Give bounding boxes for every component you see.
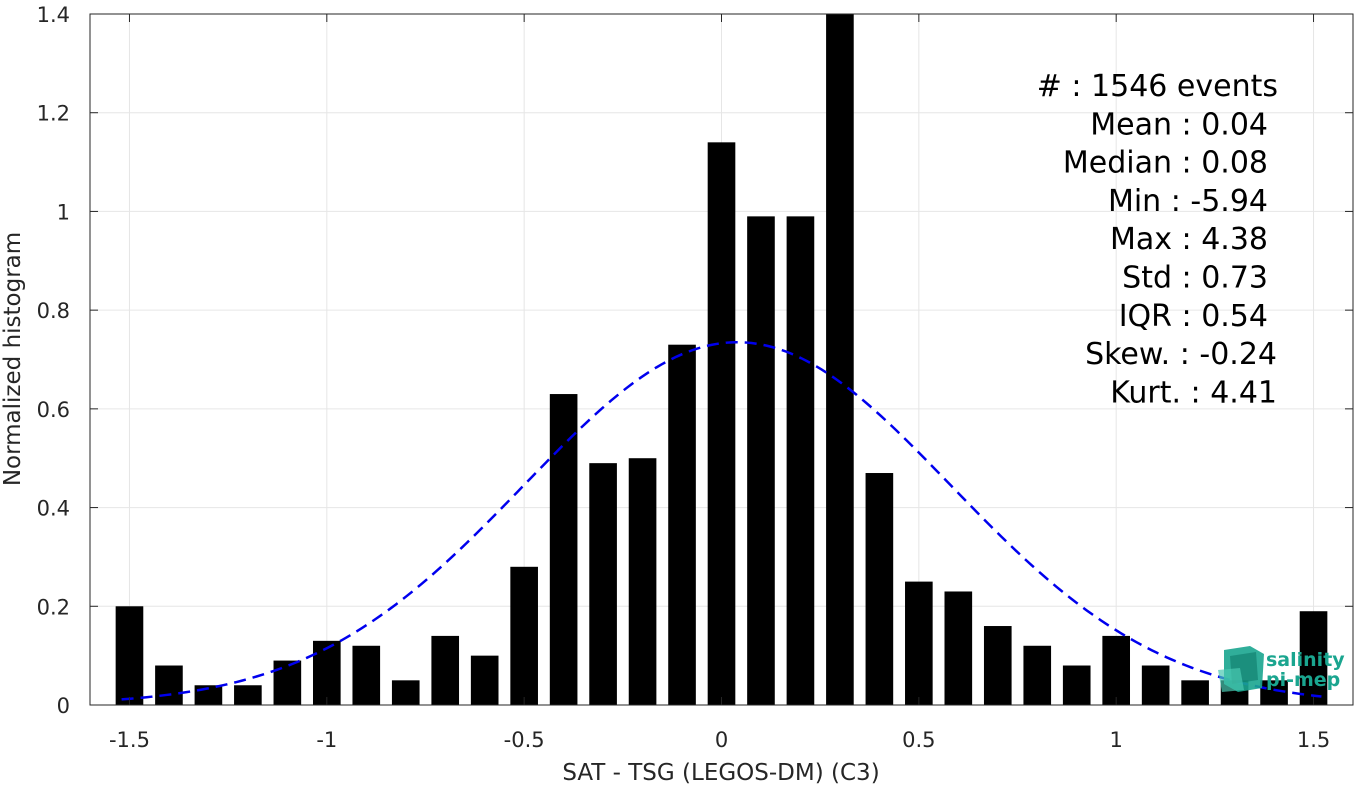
histogram-bar bbox=[1260, 680, 1288, 705]
stat-line: Mean : 0.04 bbox=[1090, 107, 1268, 142]
x-tick-label: -1.5 bbox=[109, 728, 150, 752]
histogram-bar bbox=[826, 14, 854, 705]
x-tick-label: 0.5 bbox=[902, 728, 935, 752]
stat-line: Min : -5.94 bbox=[1108, 184, 1268, 219]
stat-line: Median : 0.08 bbox=[1063, 146, 1268, 181]
y-tick-label: 1 bbox=[57, 200, 70, 224]
histogram-bar bbox=[391, 680, 420, 705]
histogram-bar bbox=[352, 645, 381, 705]
y-tick-label: 1.2 bbox=[37, 102, 70, 126]
histogram-bar bbox=[273, 660, 302, 705]
stat-line: # : 1546 events bbox=[1037, 69, 1278, 104]
histogram-bar bbox=[1102, 635, 1131, 705]
x-tick-label: 0 bbox=[715, 728, 728, 752]
histogram-bar bbox=[1062, 665, 1091, 705]
x-tick-label: -0.5 bbox=[504, 728, 545, 752]
logo-mark-icon bbox=[1218, 646, 1264, 692]
y-tick-label: 0.8 bbox=[37, 299, 70, 323]
salinity-pimep-logo: salinity pi-mep bbox=[1218, 646, 1345, 692]
histogram-bar bbox=[115, 606, 144, 705]
histogram-bar bbox=[431, 635, 460, 705]
histogram-bar bbox=[747, 216, 775, 705]
histogram-bar bbox=[865, 473, 894, 705]
histogram-bar bbox=[1299, 611, 1328, 705]
y-tick-label: 0 bbox=[57, 694, 70, 718]
stat-line: Max : 4.38 bbox=[1110, 222, 1268, 257]
x-tick-label: -1 bbox=[316, 728, 337, 752]
stat-line: Kurt. : 4.41 bbox=[1110, 375, 1277, 410]
logo-line2: pi-mep bbox=[1266, 669, 1340, 691]
histogram-bar bbox=[668, 344, 696, 705]
stat-line: Skew. : -0.24 bbox=[1085, 337, 1277, 372]
histogram-bar bbox=[589, 463, 617, 705]
histogram-bar bbox=[1181, 680, 1209, 705]
histogram-bar bbox=[234, 685, 262, 705]
y-tick-label: 0.2 bbox=[37, 595, 70, 619]
histogram-bar bbox=[470, 655, 499, 705]
histogram-bar bbox=[905, 581, 933, 705]
y-axis-label: Normalized histogram bbox=[0, 232, 26, 486]
y-tick-label: 1.4 bbox=[37, 3, 70, 27]
histogram-bar bbox=[628, 458, 657, 705]
histogram-bar bbox=[155, 665, 183, 705]
y-axis-ticks: 0 0.2 0.4 0.6 0.8 1 1.2 1.4 bbox=[37, 3, 1353, 718]
stat-line: IQR : 0.54 bbox=[1119, 299, 1268, 334]
histogram-bars bbox=[115, 14, 1328, 706]
y-tick-label: 0.4 bbox=[37, 497, 70, 521]
histogram-bar bbox=[983, 626, 1012, 705]
histogram-bar bbox=[549, 394, 578, 705]
histogram-bar bbox=[1141, 665, 1170, 705]
histogram-bar bbox=[944, 591, 973, 705]
x-tick-label: 1 bbox=[1110, 728, 1123, 752]
x-tick-label: 1.5 bbox=[1297, 728, 1330, 752]
histogram-bar bbox=[312, 640, 341, 705]
histogram-bar bbox=[510, 566, 538, 705]
logo-line1: salinity bbox=[1266, 649, 1345, 671]
histogram-bar bbox=[1023, 645, 1052, 705]
histogram-bar bbox=[786, 216, 815, 705]
histogram-bar bbox=[707, 142, 736, 706]
y-tick-label: 0.6 bbox=[37, 398, 70, 422]
x-axis-ticks: -1.5 -1 -0.5 0 0.5 1 1.5 bbox=[109, 14, 1330, 752]
gaussian-fit-curve bbox=[121, 340, 1322, 701]
x-axis-label: SAT - TSG (LEGOS-DM) (C3) bbox=[562, 760, 879, 785]
stat-line: Std : 0.73 bbox=[1122, 261, 1268, 296]
